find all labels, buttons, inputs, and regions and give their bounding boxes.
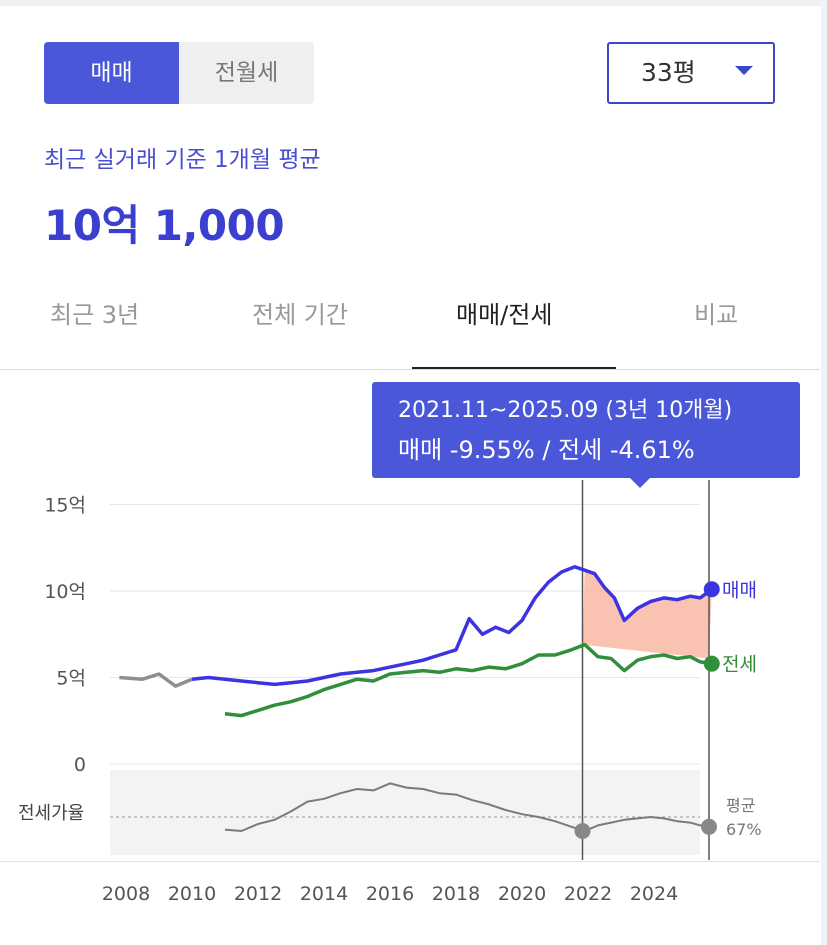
y-tick-label: 5억 (56, 668, 86, 690)
ratio-end-point (701, 818, 717, 835)
ratio-line (224, 782, 712, 832)
x-tick-label: 2008 (102, 883, 150, 905)
chart-bottom-divider (0, 861, 820, 862)
y-tick-label: 10억 (44, 581, 86, 603)
period-tabs: 최근 3년 전체 기간 매매/전세 비교 (0, 285, 820, 369)
top-border (0, 0, 827, 6)
sale-end-label: 매매 (722, 579, 757, 601)
sale-end-point (703, 581, 720, 598)
toggle-sale[interactable]: 매매 (44, 42, 179, 104)
jeonse-line (224, 642, 713, 718)
active-tab-indicator (412, 367, 616, 370)
y-tick-label: 15억 (44, 495, 86, 517)
jeonse-end-label: 전세 (722, 654, 757, 676)
x-tick-label: 2010 (168, 883, 216, 905)
tooltip-period: 2021.11~2025.09 (3년 10개월) (398, 398, 733, 423)
summary-subtitle: 최근 실거래 기준 1개월 평균 (44, 147, 321, 173)
tab-recent-3y[interactable]: 최근 3년 (50, 301, 140, 329)
ratio-avg-label: 평균 (726, 796, 755, 815)
caret-down-icon (735, 66, 753, 75)
summary-price: 10억 1,000 (44, 201, 285, 250)
right-edge (821, 0, 827, 945)
tab-all-period[interactable]: 전체 기간 (252, 301, 348, 329)
highlight-fill (582, 570, 712, 659)
grid: 15억 10억 5억 0 2008 2010 2012 2014 2016 2018 2020 202… (44, 495, 700, 905)
range-tooltip: 2021.11~2025.09 (3년 10개월) 매매 -9.55% / 전세… (372, 382, 800, 488)
price-chart: 15억 10억 5억 0 2008 2010 2012 2014 2016 2018 2020 202… (18, 480, 762, 905)
toggle-rent[interactable]: 전월세 (214, 60, 279, 86)
sale-line (191, 565, 713, 687)
sale-early-line (119, 672, 193, 688)
x-tick-label: 2012 (234, 883, 282, 905)
ratio-panel-label: 전세가율 (18, 803, 84, 824)
tooltip-pointer (630, 478, 650, 488)
tab-compare[interactable]: 비교 (694, 301, 739, 329)
ratio-avg-value: 67% (726, 820, 762, 839)
x-tick-label: 2014 (300, 883, 348, 905)
x-tick-label: 2022 (564, 883, 612, 905)
x-tick-label: 2016 (366, 883, 414, 905)
x-tick-label: 2024 (630, 883, 678, 905)
y-tick-label: 0 (74, 754, 86, 776)
jeonse-end-point (703, 655, 720, 672)
ratio-panel-bg (110, 770, 700, 855)
series-layer (119, 565, 720, 839)
area-dropdown-value: 33평 (641, 58, 696, 87)
x-tick-label: 2018 (432, 883, 480, 905)
area-dropdown[interactable]: 33평 (607, 42, 775, 104)
ratio-start-point (574, 823, 591, 839)
tooltip-changes: 매매 -9.55% / 전세 -4.61% (398, 436, 695, 464)
trade-type-toggle: 매매 전월세 (44, 42, 314, 104)
x-tick-label: 2020 (498, 883, 546, 905)
tabs-divider (0, 369, 820, 370)
tab-sale-jeonse[interactable]: 매매/전세 (456, 301, 553, 329)
